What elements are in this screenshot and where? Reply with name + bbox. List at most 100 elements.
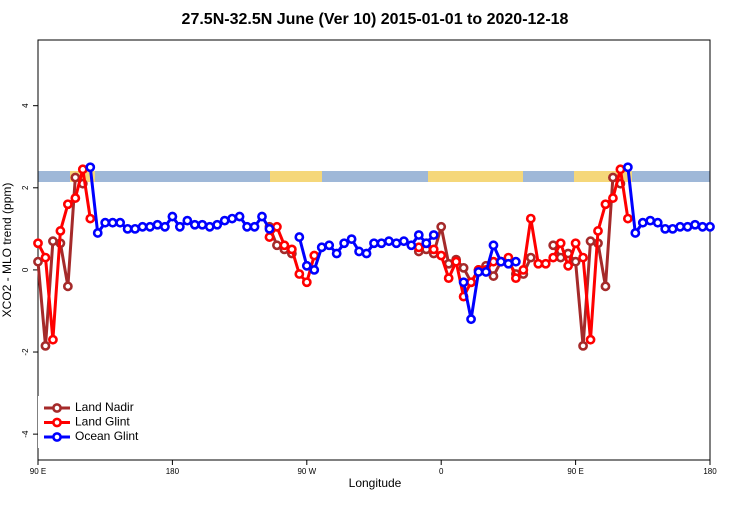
data-point (100, 217, 111, 228)
data-point (466, 314, 476, 325)
data-point (48, 236, 58, 247)
data-point (130, 223, 140, 234)
data-point (615, 164, 626, 175)
data-point (451, 256, 462, 267)
data-point (272, 240, 282, 251)
data-point (682, 221, 693, 232)
data-point (630, 228, 641, 238)
data-point (40, 252, 51, 263)
data-point (384, 236, 394, 247)
data-point (92, 228, 103, 238)
data-point (152, 219, 163, 230)
data-point (458, 277, 469, 288)
y-tick-label: 0 (21, 267, 30, 272)
data-point (160, 221, 170, 232)
chart-title: 27.5N-32.5N June (Ver 10) 2015-01-01 to … (182, 11, 569, 28)
data-point (242, 221, 252, 232)
x-tick-label: 90 W (297, 467, 316, 476)
data-point (137, 221, 148, 232)
data-point (585, 334, 596, 345)
data-point (570, 238, 581, 249)
data-point (115, 217, 126, 228)
data-point (413, 230, 424, 240)
data-point (227, 213, 238, 224)
data-point (361, 248, 372, 259)
data-point (264, 223, 275, 234)
data-point (428, 244, 439, 255)
data-point (421, 238, 432, 249)
data-point (354, 246, 364, 257)
legend-label: Ocean Glint (75, 429, 139, 443)
data-point (301, 260, 312, 271)
y-tick-label: 4 (21, 103, 30, 108)
data-point (174, 221, 185, 232)
data-point (578, 340, 588, 351)
data-point (563, 260, 574, 271)
data-point (62, 281, 73, 292)
data-point (496, 256, 506, 267)
data-point (570, 256, 581, 267)
data-point (391, 238, 402, 249)
data-point (608, 193, 618, 203)
legend-marker (52, 432, 62, 442)
data-point (272, 221, 282, 232)
data-point (182, 215, 193, 226)
data-point (428, 230, 439, 240)
data-point (525, 213, 536, 224)
x-tick-label: 90 E (567, 467, 583, 476)
data-point (675, 221, 686, 232)
data-point (540, 258, 551, 269)
data-point (212, 219, 223, 230)
data-point (77, 164, 88, 175)
data-point (85, 213, 96, 224)
data-point (481, 267, 491, 277)
data-point (548, 240, 559, 251)
data-point (555, 238, 566, 249)
data-point (436, 221, 447, 232)
data-point (578, 252, 588, 263)
data-point (294, 269, 305, 279)
data-point (279, 240, 290, 251)
data-point (398, 236, 409, 247)
data-point (204, 221, 215, 232)
data-point (294, 232, 305, 242)
data-point (436, 250, 447, 261)
data-point (369, 238, 379, 249)
land-strip (574, 171, 632, 182)
data-point (70, 172, 81, 183)
data-point (705, 221, 715, 232)
data-point (264, 232, 275, 242)
data-point (637, 217, 648, 228)
data-point (286, 244, 297, 255)
data-point (249, 221, 260, 232)
data-point (466, 277, 476, 288)
data-point (70, 193, 81, 203)
data-point (346, 234, 357, 245)
data-point (145, 221, 155, 232)
data-point (660, 223, 671, 234)
data-point (257, 211, 267, 222)
data-point (622, 213, 633, 224)
data-point (690, 219, 700, 230)
data-point (593, 226, 603, 236)
y-axis-label: XCO2 - MLO trend (ppm) (0, 183, 14, 318)
land-strip (428, 171, 523, 182)
data-point (585, 236, 596, 247)
x-tick-label: 180 (166, 467, 180, 476)
x-axis-label: Longitude (349, 476, 402, 490)
y-tick-label: 2 (21, 185, 30, 190)
data-point (339, 238, 350, 249)
data-point (85, 162, 96, 173)
data-point (316, 242, 327, 253)
legend-marker (52, 417, 62, 428)
data-point (652, 217, 663, 228)
data-point (324, 240, 335, 251)
land-strip (270, 171, 322, 182)
data-point (167, 211, 178, 222)
data-point (697, 221, 708, 232)
data-point (331, 248, 342, 259)
data-point (48, 334, 58, 345)
data-point (503, 258, 514, 269)
data-point (443, 273, 454, 284)
y-tick-label: -2 (21, 348, 30, 356)
